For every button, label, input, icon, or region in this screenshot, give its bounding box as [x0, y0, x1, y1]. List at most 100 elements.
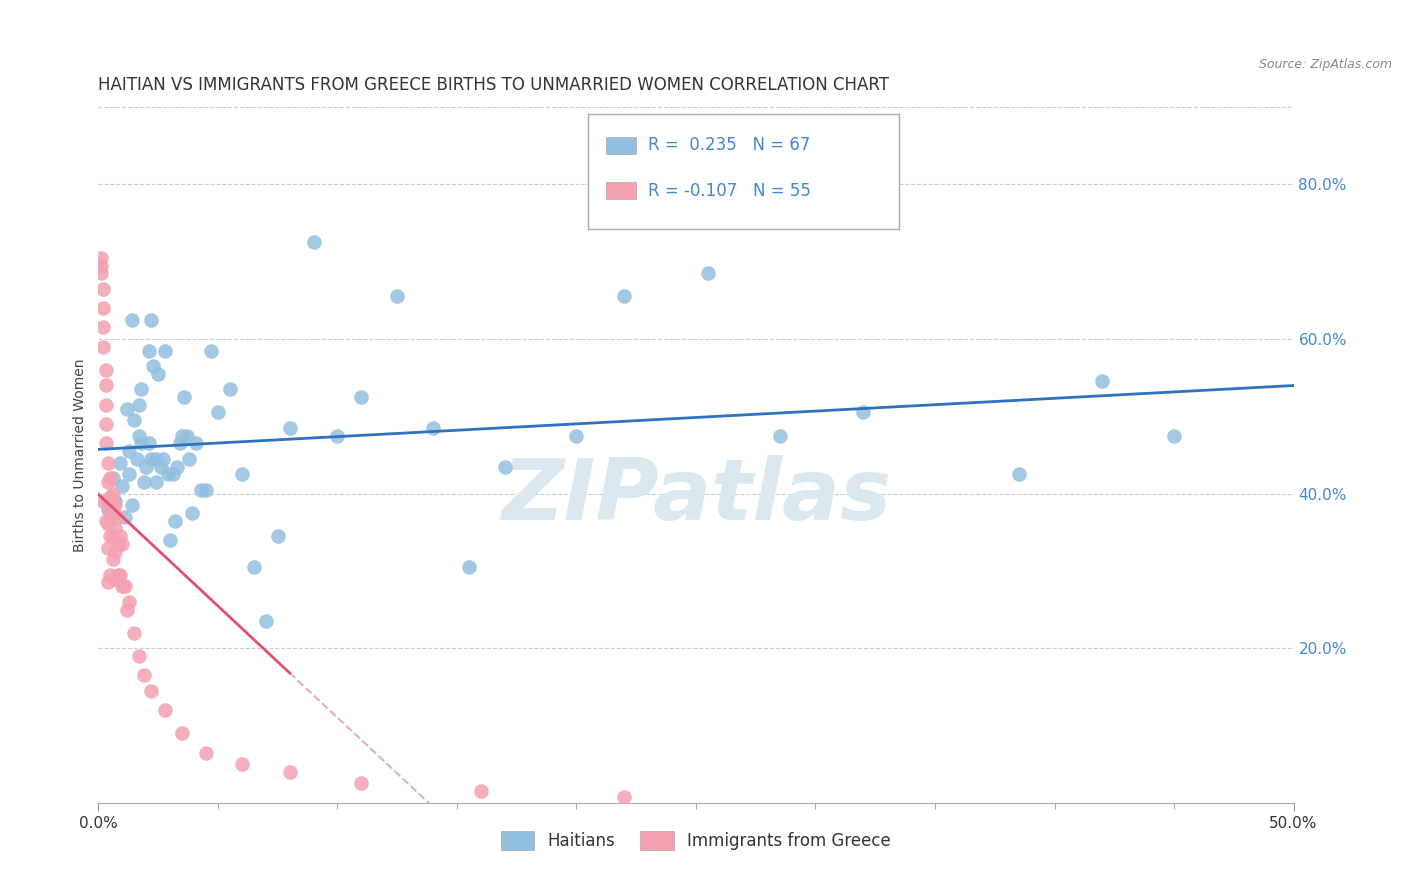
Point	[97, 475, 120, 489]
Point	[104, 572, 127, 586]
Point	[91, 320, 114, 334]
Point	[128, 428, 150, 442]
Point	[124, 413, 146, 427]
Point	[97, 541, 120, 555]
Point	[131, 436, 153, 450]
Point	[231, 467, 253, 482]
Point	[108, 567, 131, 582]
Point	[155, 703, 177, 717]
Point	[111, 537, 134, 551]
Point	[114, 509, 136, 524]
Point	[145, 451, 167, 466]
Point	[115, 401, 138, 416]
Point	[97, 456, 120, 470]
Point	[98, 567, 122, 582]
Point	[128, 398, 150, 412]
Point	[98, 506, 122, 520]
Point	[166, 459, 188, 474]
Point	[179, 451, 201, 466]
Point	[94, 363, 117, 377]
Point	[101, 552, 124, 566]
Point	[94, 378, 117, 392]
Point	[152, 451, 174, 466]
Point	[98, 491, 122, 505]
Point	[94, 514, 117, 528]
Point	[219, 382, 242, 396]
Point	[94, 436, 117, 450]
Point	[186, 436, 208, 450]
Point	[132, 668, 155, 682]
Point	[470, 784, 492, 798]
Text: R =  0.235   N = 67: R = 0.235 N = 67	[648, 136, 810, 154]
Point	[565, 428, 588, 442]
Point	[243, 560, 266, 574]
Point	[494, 459, 516, 474]
Point	[176, 428, 198, 442]
Point	[91, 282, 114, 296]
Point	[91, 301, 114, 315]
Point	[90, 266, 112, 280]
Point	[90, 251, 112, 265]
FancyBboxPatch shape	[606, 136, 637, 154]
Point	[97, 502, 120, 516]
Point	[124, 625, 146, 640]
Point	[350, 776, 373, 790]
Point	[128, 648, 150, 663]
Point	[267, 529, 290, 543]
Point	[101, 529, 124, 543]
Point	[1008, 467, 1031, 482]
Point	[138, 436, 160, 450]
Point	[172, 428, 194, 442]
Point	[98, 529, 122, 543]
Point	[101, 506, 124, 520]
Point	[613, 289, 636, 303]
Point	[302, 235, 325, 250]
Point	[326, 428, 349, 442]
Point	[135, 459, 157, 474]
Point	[118, 595, 141, 609]
Point	[148, 367, 170, 381]
Point	[97, 575, 120, 590]
Point	[155, 343, 177, 358]
Point	[173, 390, 195, 404]
FancyBboxPatch shape	[606, 182, 637, 199]
Point	[94, 398, 117, 412]
FancyBboxPatch shape	[589, 114, 900, 229]
Point	[114, 579, 136, 593]
Point	[385, 289, 409, 303]
Point	[90, 259, 112, 273]
Point	[1091, 375, 1114, 389]
Point	[207, 405, 229, 419]
Point	[115, 602, 138, 616]
Text: ZIPatlas: ZIPatlas	[501, 455, 891, 538]
Point	[107, 509, 129, 524]
Text: Source: ZipAtlas.com: Source: ZipAtlas.com	[1258, 58, 1392, 71]
Point	[852, 405, 875, 419]
Point	[125, 451, 148, 466]
Point	[107, 567, 129, 582]
Point	[169, 436, 191, 450]
Point	[132, 475, 155, 489]
Y-axis label: Births to Unmarried Women: Births to Unmarried Women	[73, 359, 87, 551]
Point	[131, 382, 153, 396]
Point	[108, 529, 131, 543]
Point	[101, 486, 124, 500]
Point	[278, 764, 301, 779]
Point	[91, 494, 114, 508]
Point	[94, 417, 117, 431]
Text: R = -0.107   N = 55: R = -0.107 N = 55	[648, 182, 811, 200]
Point	[254, 614, 277, 628]
Point	[190, 483, 212, 497]
Point	[138, 343, 160, 358]
Point	[159, 533, 181, 547]
Point	[108, 456, 131, 470]
Point	[91, 340, 114, 354]
Point	[180, 506, 202, 520]
Point	[231, 757, 253, 772]
Point	[162, 467, 184, 482]
Point	[156, 467, 179, 482]
Point	[768, 428, 790, 442]
Point	[697, 266, 720, 280]
Point	[97, 494, 120, 508]
Point	[1163, 428, 1185, 442]
